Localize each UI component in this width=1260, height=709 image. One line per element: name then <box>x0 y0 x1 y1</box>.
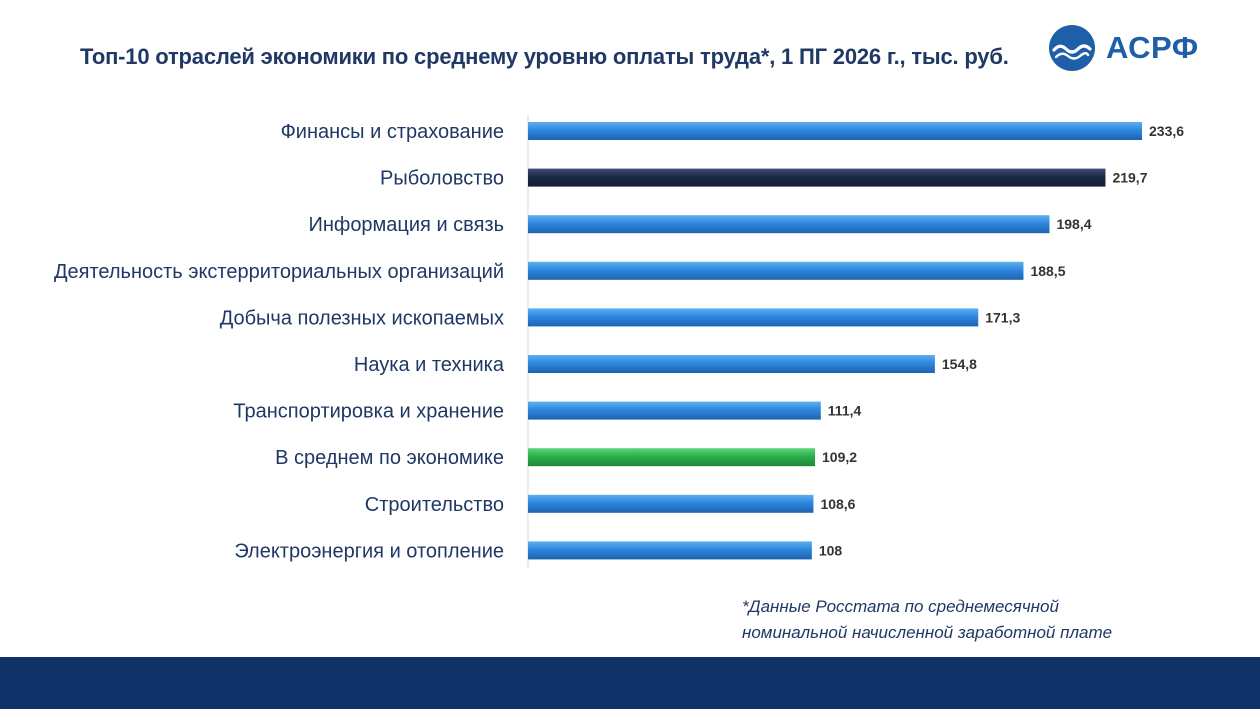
category-label: Наука и техника <box>354 354 505 376</box>
data-label: 198,4 <box>1056 216 1091 232</box>
wave-circle-icon <box>1049 25 1095 71</box>
bar-chart: Финансы и страхование 233,6 Рыболовство 219… <box>54 115 1184 568</box>
data-label: 233,6 <box>1149 123 1184 139</box>
bar <box>528 494 814 513</box>
footnote-line-1: *Данные Росстата по среднемесячной <box>742 597 1059 616</box>
data-label: 109,2 <box>822 449 857 465</box>
category-label: Информация и связь <box>308 214 504 236</box>
data-label: 171,3 <box>985 309 1020 325</box>
bar <box>528 448 816 467</box>
bar <box>528 541 812 560</box>
data-label: 219,7 <box>1112 170 1147 186</box>
data-label: 108,6 <box>820 496 855 512</box>
page-title: Топ-10 отраслей экономики по среднему ур… <box>80 44 1009 69</box>
category-label: Строительство <box>365 494 504 516</box>
bar <box>528 401 821 420</box>
category-label: Финансы и страхование <box>281 121 504 143</box>
bar <box>528 215 1050 234</box>
logo-text: АСРФ <box>1106 30 1199 65</box>
bar <box>528 261 1024 280</box>
category-label: Транспортировка и хранение <box>233 401 504 423</box>
data-label: 108 <box>819 542 843 558</box>
bar <box>528 168 1106 187</box>
data-label: 111,4 <box>828 403 862 419</box>
footnote: *Данные Росстата по среднемесячной номин… <box>742 594 1112 646</box>
bar <box>528 308 979 327</box>
bar <box>528 122 1142 140</box>
category-label: Рыболовство <box>380 168 504 190</box>
category-label: Деятельность экстерриториальных организа… <box>54 261 504 283</box>
category-label: Добыча полезных ископаемых <box>220 307 504 329</box>
data-label: 188,5 <box>1030 263 1065 279</box>
logo: АСРФ <box>1048 24 1208 74</box>
data-label: 154,8 <box>942 356 977 372</box>
footer-band <box>0 657 1260 709</box>
category-label: В среднем по экономике <box>275 447 504 469</box>
bar <box>528 355 935 373</box>
category-label: Электроэнергия и отопление <box>234 540 504 562</box>
footnote-line-2: номинальной начисленной заработной плате <box>742 623 1113 642</box>
